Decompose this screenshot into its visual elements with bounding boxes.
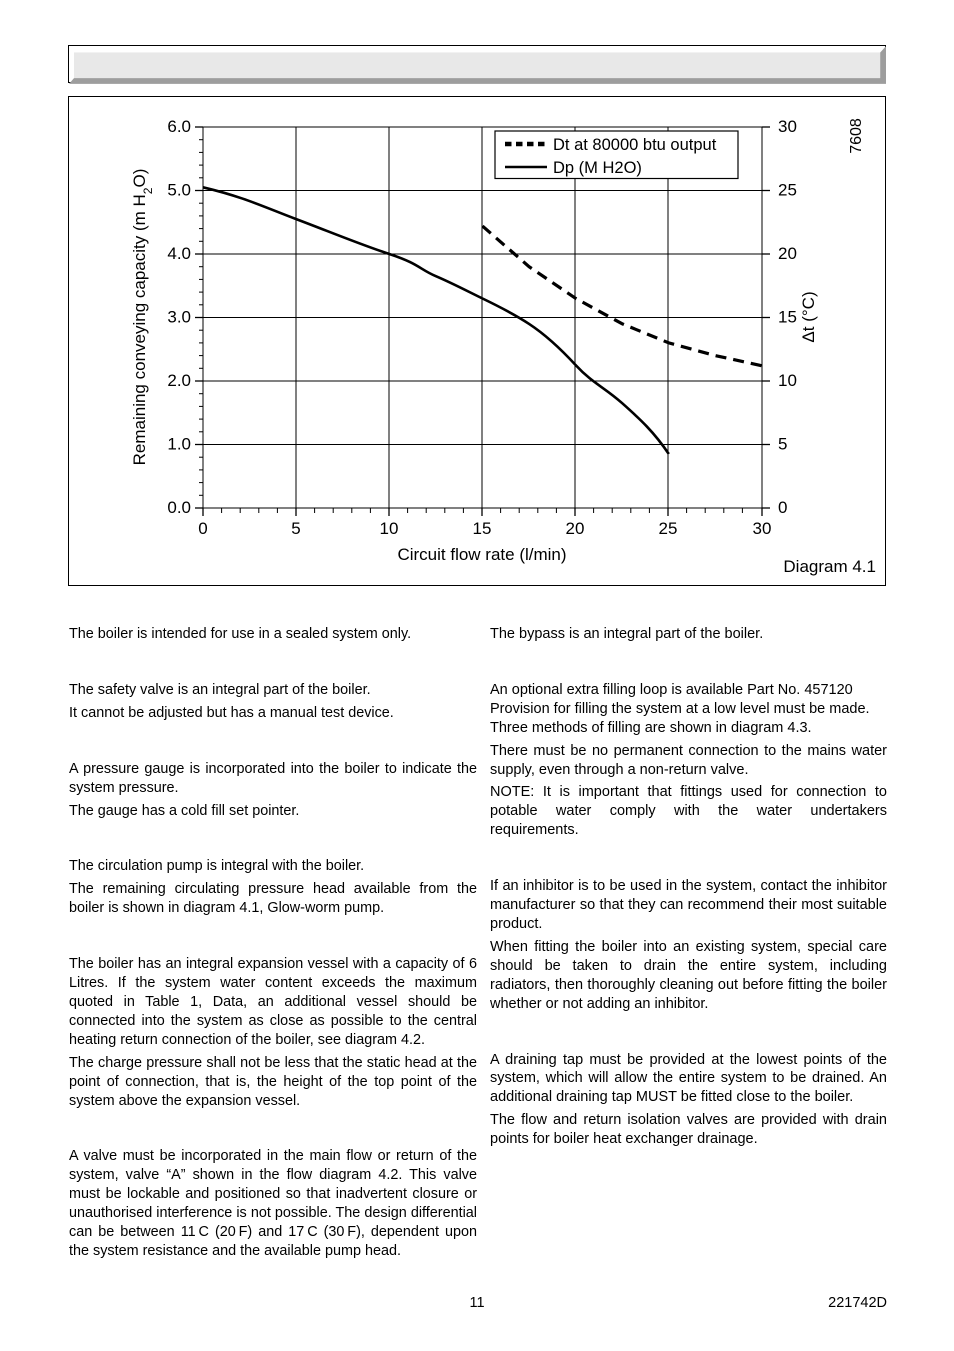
svg-text:5: 5 (778, 435, 787, 454)
svg-text:0.0: 0.0 (167, 498, 191, 517)
svg-text:1.0: 1.0 (167, 435, 191, 454)
svg-text:Δt (°C): Δt (°C) (799, 291, 818, 342)
svg-text:15: 15 (473, 519, 492, 538)
svg-text:Diagram 4.1: Diagram 4.1 (783, 557, 876, 576)
svg-text:15: 15 (778, 308, 797, 327)
svg-text:0: 0 (198, 519, 207, 538)
svg-text:7608: 7608 (848, 118, 865, 154)
svg-text:20: 20 (566, 519, 585, 538)
svg-text:10: 10 (778, 371, 797, 390)
svg-text:25: 25 (778, 181, 797, 200)
svg-text:Dt at 80000 btu output: Dt at 80000 btu output (553, 136, 717, 154)
svg-text:0: 0 (778, 498, 787, 517)
svg-text:20: 20 (778, 244, 797, 263)
svg-text:30: 30 (778, 117, 797, 136)
svg-text:2.0: 2.0 (167, 371, 191, 390)
svg-text:30: 30 (753, 519, 772, 538)
svg-text:Dp (M H2O): Dp (M H2O) (553, 159, 642, 177)
svg-text:10: 10 (380, 519, 399, 538)
svg-text:6.0: 6.0 (167, 117, 191, 136)
svg-text:5.0: 5.0 (167, 181, 191, 200)
svg-text:25: 25 (659, 519, 678, 538)
svg-text:Circuit flow rate (l/min): Circuit flow rate (l/min) (397, 545, 566, 564)
svg-text:3.0: 3.0 (167, 308, 191, 327)
svg-text:Remaining conveying capacity (: Remaining conveying capacity (m H2O) (130, 169, 155, 466)
svg-text:4.0: 4.0 (167, 244, 191, 263)
svg-text:5: 5 (291, 519, 300, 538)
